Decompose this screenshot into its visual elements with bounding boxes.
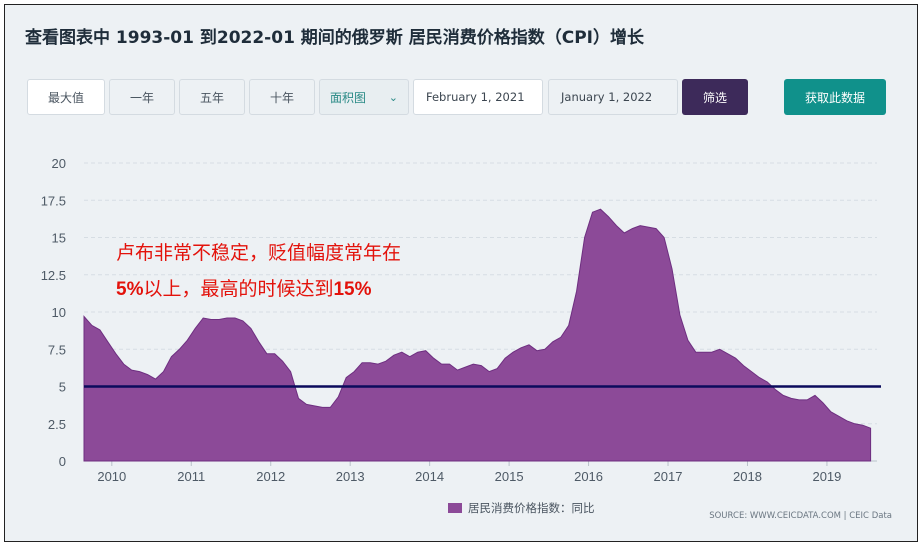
y-tick-label: 17.5 bbox=[41, 193, 66, 208]
start-date-input[interactable]: February 1, 2021 bbox=[413, 79, 543, 115]
x-tick-label: 2011 bbox=[177, 469, 205, 484]
annotation-mid-text: 以上，最高的时候达到 bbox=[143, 278, 334, 300]
annotation-value-5: 5% bbox=[116, 279, 144, 300]
annotation-value-15: 15% bbox=[333, 279, 372, 300]
x-tick-label: 2014 bbox=[415, 469, 444, 484]
x-tick-label: 2017 bbox=[654, 469, 683, 484]
x-tick-label: 2010 bbox=[97, 469, 126, 484]
y-tick-label: 2.5 bbox=[48, 417, 66, 432]
annotation-line-2: 5%以上，最高的时候达到15% bbox=[116, 274, 372, 301]
source-note: SOURCE: WWW.CEICDATA.COM | CEIC Data bbox=[709, 511, 892, 521]
range-max-button[interactable]: 最大值 bbox=[27, 79, 105, 115]
chart-type-select[interactable]: 面积图 ⌄ bbox=[319, 79, 409, 115]
fetch-data-button[interactable]: 获取此数据 bbox=[784, 79, 886, 115]
chart-legend[interactable]: 居民消费价格指数：同比 bbox=[448, 500, 595, 516]
y-tick-label: 12.5 bbox=[41, 268, 66, 283]
annotation-line-1: 卢布非常不稳定，贬值幅度常年在 bbox=[116, 242, 402, 264]
range-5y-button[interactable]: 五年 bbox=[179, 79, 245, 115]
range-1y-button[interactable]: 一年 bbox=[109, 79, 175, 115]
end-date-input[interactable]: January 1, 2022 bbox=[548, 79, 678, 115]
legend-swatch bbox=[448, 503, 462, 513]
x-tick-label: 2015 bbox=[495, 469, 524, 484]
legend-label: 居民消费价格指数：同比 bbox=[468, 501, 595, 515]
page-title: 查看图表中 1993-01 到2022-01 期间的俄罗斯 居民消费价格指数（C… bbox=[25, 28, 644, 48]
chart-type-value: 面积图 bbox=[330, 90, 367, 105]
y-tick-label: 20 bbox=[52, 156, 66, 171]
cpi-area bbox=[83, 208, 872, 462]
y-tick-label: 0 bbox=[59, 454, 66, 469]
chevron-down-icon: ⌄ bbox=[388, 90, 398, 104]
x-tick-label: 2013 bbox=[336, 469, 365, 484]
y-tick-label: 7.5 bbox=[48, 342, 66, 357]
x-tick-label: 2012 bbox=[256, 469, 285, 484]
y-tick-label: 15 bbox=[52, 231, 66, 246]
filter-button[interactable]: 筛选 bbox=[682, 79, 748, 115]
x-tick-label: 2018 bbox=[733, 469, 762, 484]
y-tick-label: 10 bbox=[52, 305, 66, 320]
y-tick-label: 5 bbox=[59, 380, 66, 395]
x-tick-label: 2016 bbox=[574, 469, 603, 484]
x-tick-label: 2019 bbox=[812, 469, 841, 484]
range-10y-button[interactable]: 十年 bbox=[249, 79, 315, 115]
